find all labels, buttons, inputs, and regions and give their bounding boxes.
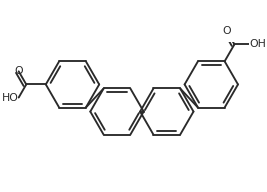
Text: O: O — [223, 26, 231, 36]
Text: HO: HO — [2, 93, 19, 103]
Text: OH: OH — [250, 39, 266, 49]
Text: O: O — [14, 66, 23, 76]
